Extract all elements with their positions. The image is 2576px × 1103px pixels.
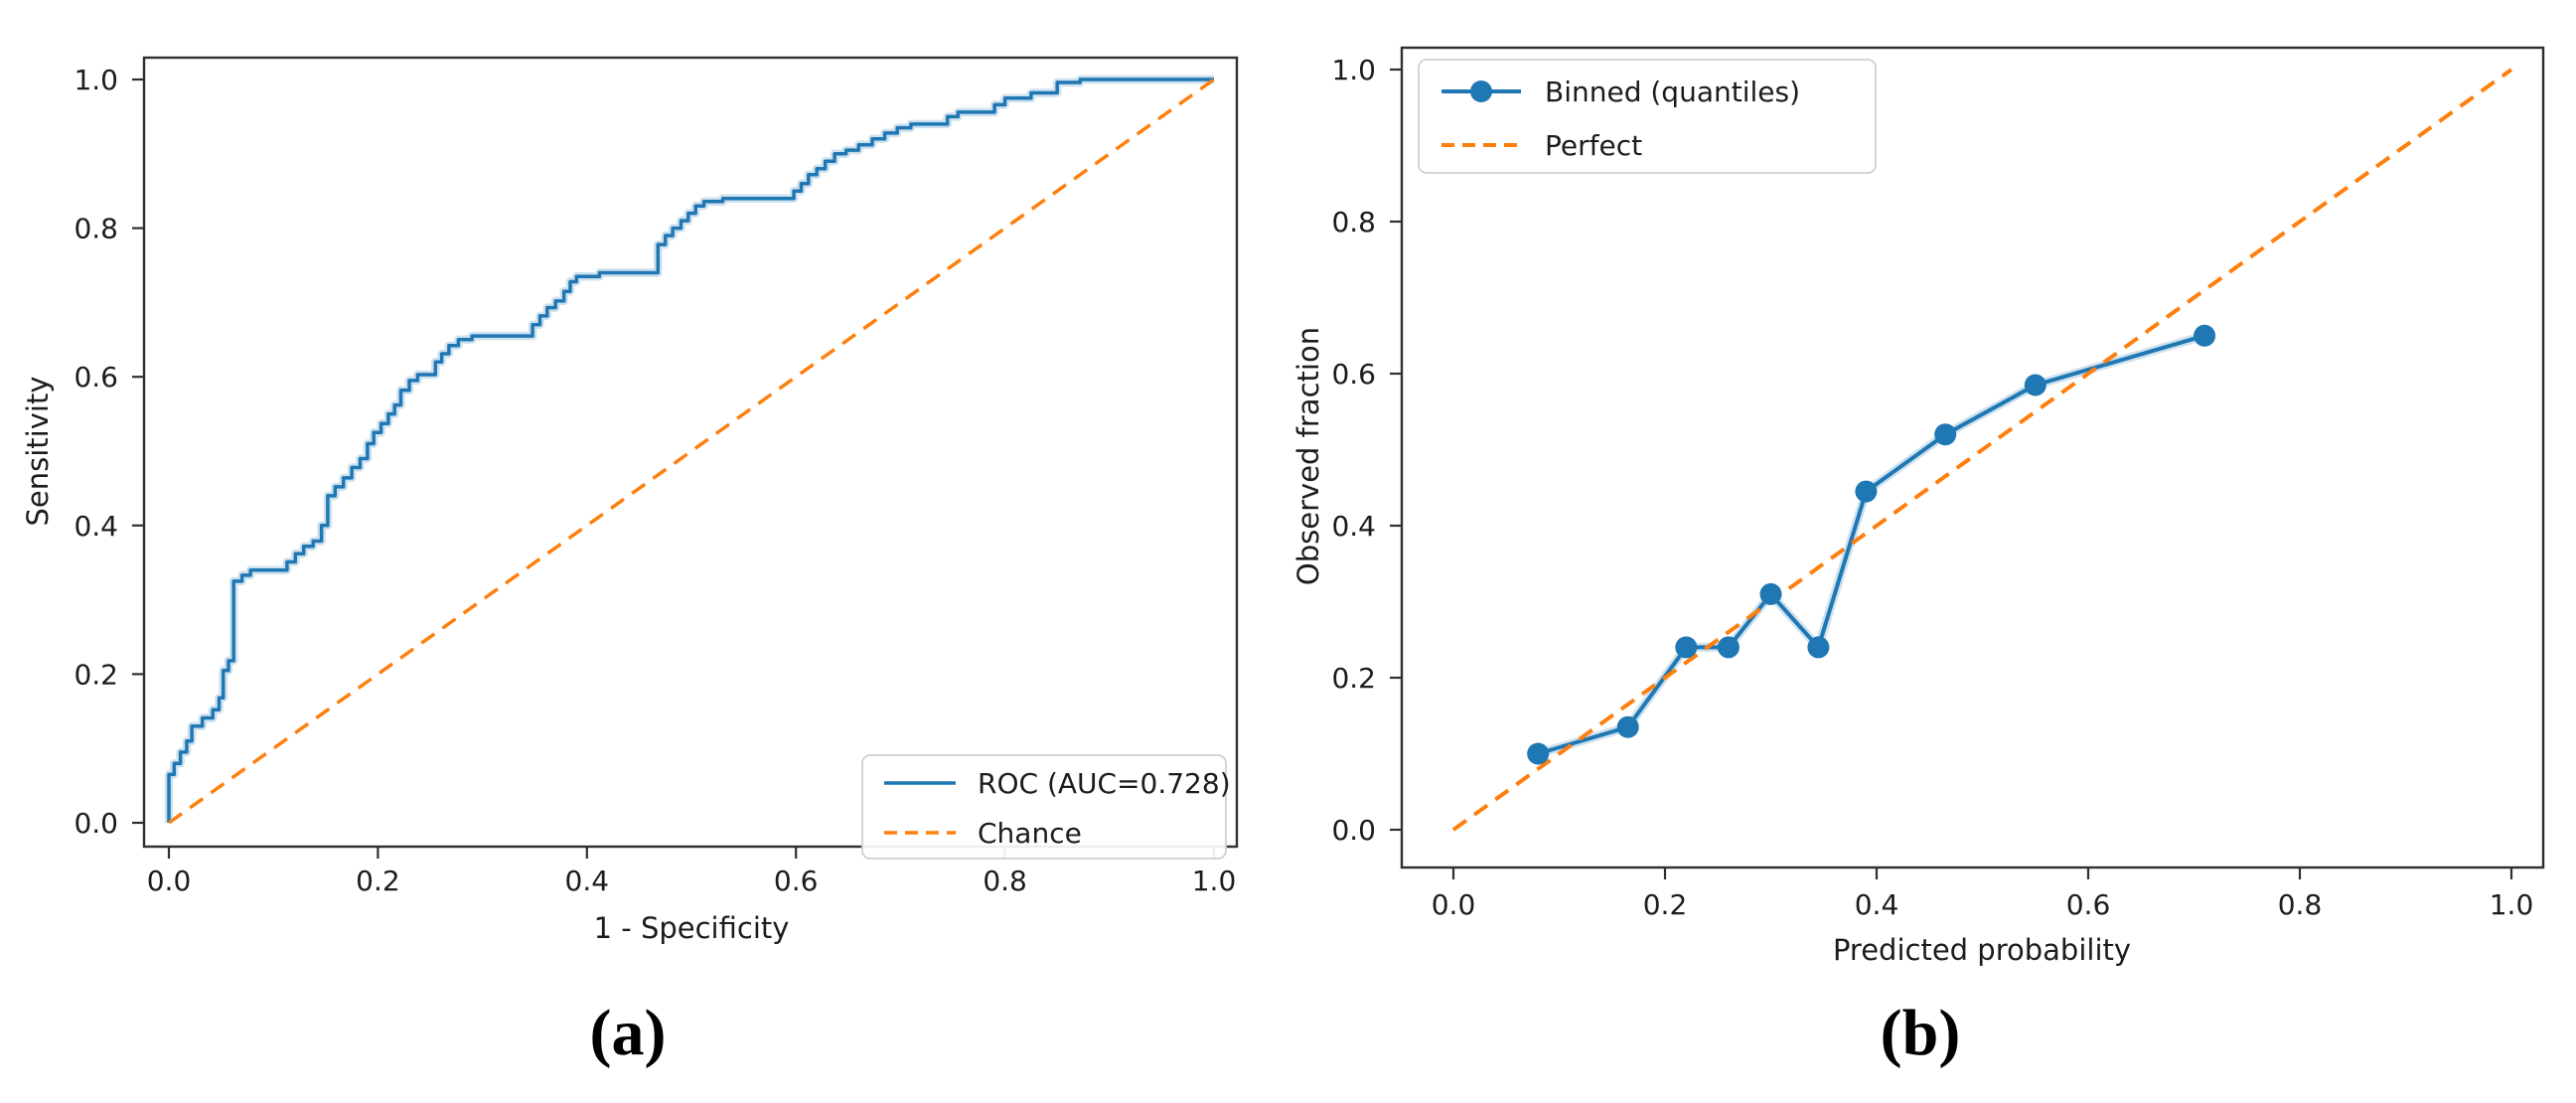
- calibration-series-lines: [1451, 68, 2513, 832]
- roc-y-tick: 0.6: [74, 361, 118, 394]
- calibration-y-tick: 0.8: [1331, 206, 1376, 238]
- binned-legend-label: Binned (quantiles): [1545, 76, 1800, 108]
- calibration-chart-panel: 0.0 0.2 0.4 0.6 0.8 1.0 0.0 0.2 0.4 0.6 …: [1291, 46, 2545, 967]
- calibration-y-tick: 0.0: [1331, 814, 1376, 847]
- roc-y-tick: 1.0: [74, 64, 118, 96]
- roc-x-tick: 0.2: [356, 865, 400, 897]
- calibration-x-tick: 0.4: [1855, 888, 1899, 921]
- roc-xaxis-label: 1 - Specificity: [594, 911, 790, 945]
- calibration-y-tick: 1.0: [1331, 54, 1376, 86]
- roc-y-tick-labels: 0.0 0.2 0.4 0.6 0.8 1.0: [74, 64, 118, 840]
- calibration-x-tick: 0.8: [2278, 888, 2323, 921]
- calibration-y-tick: 0.6: [1331, 358, 1376, 391]
- calibration-perfect-line: [1451, 68, 2513, 832]
- roc-series-lines: [164, 75, 1216, 825]
- roc-yaxis-label: Sensitivity: [21, 377, 55, 527]
- caption-a: (a): [589, 997, 667, 1069]
- caption-b: (b): [1880, 997, 1961, 1069]
- calibration-x-tick: 1.0: [2490, 888, 2534, 921]
- calibration-x-tick: 0.0: [1432, 888, 1476, 921]
- binned-legend-marker: [1470, 80, 1492, 102]
- roc-x-tick: 0.0: [147, 865, 192, 897]
- calibration-x-tick-labels: 0.0 0.2 0.4 0.6 0.8 1.0: [1432, 888, 2534, 921]
- calibration-y-tick-labels: 0.0 0.2 0.4 0.6 0.8 1.0: [1331, 54, 1376, 847]
- calibration-plot-frame: [1400, 46, 2545, 869]
- calibration-yaxis-label: Observed fraction: [1291, 327, 1325, 585]
- calibration-legend-box: [1418, 59, 1877, 174]
- roc-chance-line: [167, 78, 1216, 825]
- calibration-y-tick: 0.4: [1331, 510, 1376, 543]
- calibration-legend: Binned (quantiles) Perfect: [1418, 59, 1877, 174]
- roc-plot-frame: [142, 56, 1239, 849]
- calibration-x-tick: 0.6: [2066, 888, 2111, 921]
- roc-x-tick: 0.6: [774, 865, 819, 897]
- perfect-legend-label: Perfect: [1545, 129, 1642, 162]
- calibration-xaxis-label: Predicted probability: [1833, 933, 2131, 967]
- calibration-binned-line: [1537, 333, 2205, 756]
- chance-legend-label: Chance: [978, 817, 1082, 850]
- roc-x-tick: 0.4: [565, 865, 610, 897]
- roc-tick-marks: [132, 78, 1216, 859]
- calibration-tick-marks: [1390, 68, 2513, 879]
- roc-legend-label: ROC (AUC=0.728): [978, 767, 1231, 800]
- roc-x-tick: 1.0: [1192, 865, 1237, 897]
- roc-x-tick: 0.8: [983, 865, 1027, 897]
- roc-y-tick: 0.0: [74, 807, 118, 840]
- roc-curve-line: [167, 78, 1214, 823]
- roc-y-tick: 0.4: [74, 510, 118, 543]
- calibration-y-tick: 0.2: [1331, 662, 1376, 695]
- calibration-data-points: [1527, 324, 2216, 765]
- roc-chart-panel: 0.0 0.2 0.4 0.6 0.8 1.0 0.0 0.2 0.4 0.6 …: [21, 56, 1239, 945]
- roc-y-tick: 0.2: [74, 658, 118, 691]
- roc-x-tick-labels: 0.0 0.2 0.4 0.6 0.8 1.0: [147, 865, 1237, 897]
- roc-y-tick: 0.8: [74, 213, 118, 245]
- roc-legend: ROC (AUC=0.728) Chance: [861, 754, 1231, 860]
- calibration-x-tick: 0.2: [1643, 888, 1688, 921]
